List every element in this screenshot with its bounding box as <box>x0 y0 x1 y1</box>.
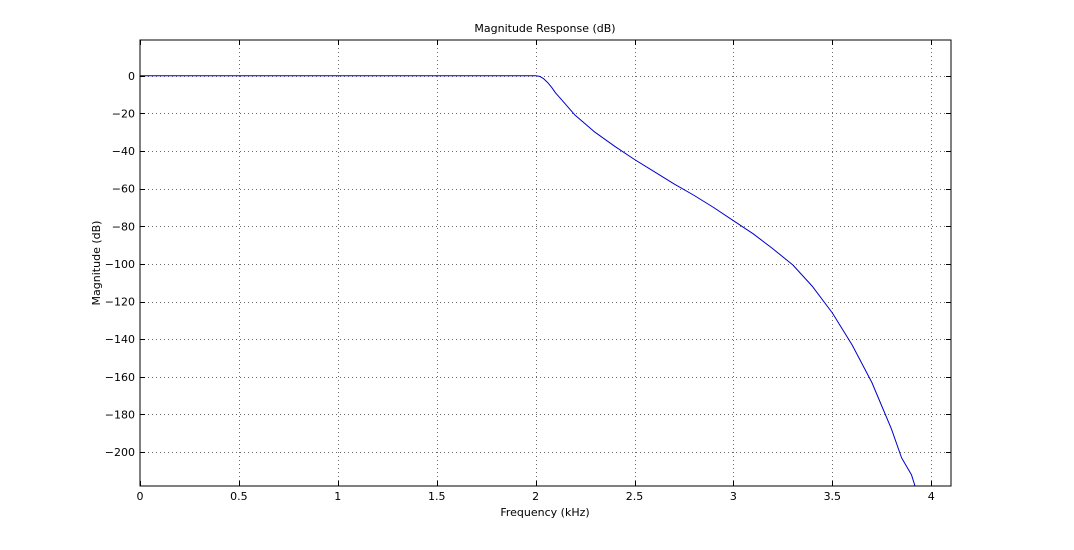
y-tick-label: −200 <box>105 446 135 459</box>
y-tick-label: −20 <box>112 107 135 120</box>
x-tick-label: 0 <box>137 490 144 503</box>
y-tick-label: −160 <box>105 371 135 384</box>
x-axis-label: Frequency (kHz) <box>500 506 589 519</box>
y-tick-label: −80 <box>112 220 135 233</box>
y-tick-label: −180 <box>105 408 135 421</box>
x-tick-label: 2.5 <box>626 490 644 503</box>
y-tick-label: −100 <box>105 258 135 271</box>
x-tick-label: 1 <box>334 490 341 503</box>
y-tick-label: −120 <box>105 296 135 309</box>
x-tick-label: 3.5 <box>824 490 842 503</box>
x-tick-label: 4 <box>928 490 935 503</box>
x-tick-label: 1.5 <box>428 490 446 503</box>
y-axis-label: Magnitude (dB) <box>90 221 103 306</box>
y-tick-label: −40 <box>112 145 135 158</box>
tick-layer: 0 0.5 1 1.5 2 2.5 3 3.5 4 0 −20 −40 −60 −80 −100 −120 −1… <box>105 40 951 503</box>
series-layer <box>140 75 916 486</box>
y-tick-label: −60 <box>112 183 135 196</box>
grid-layer <box>140 40 951 486</box>
chart-title: Magnitude Response (dB) <box>474 22 615 35</box>
x-tick-label: 3 <box>730 490 737 503</box>
plot-area-frame <box>139 39 952 487</box>
y-tick-label: −140 <box>105 333 135 346</box>
x-tick-label: 0.5 <box>230 490 248 503</box>
magnitude-series-line <box>140 75 916 486</box>
x-tick-label: 2 <box>532 490 539 503</box>
y-tick-label: 0 <box>128 70 135 83</box>
